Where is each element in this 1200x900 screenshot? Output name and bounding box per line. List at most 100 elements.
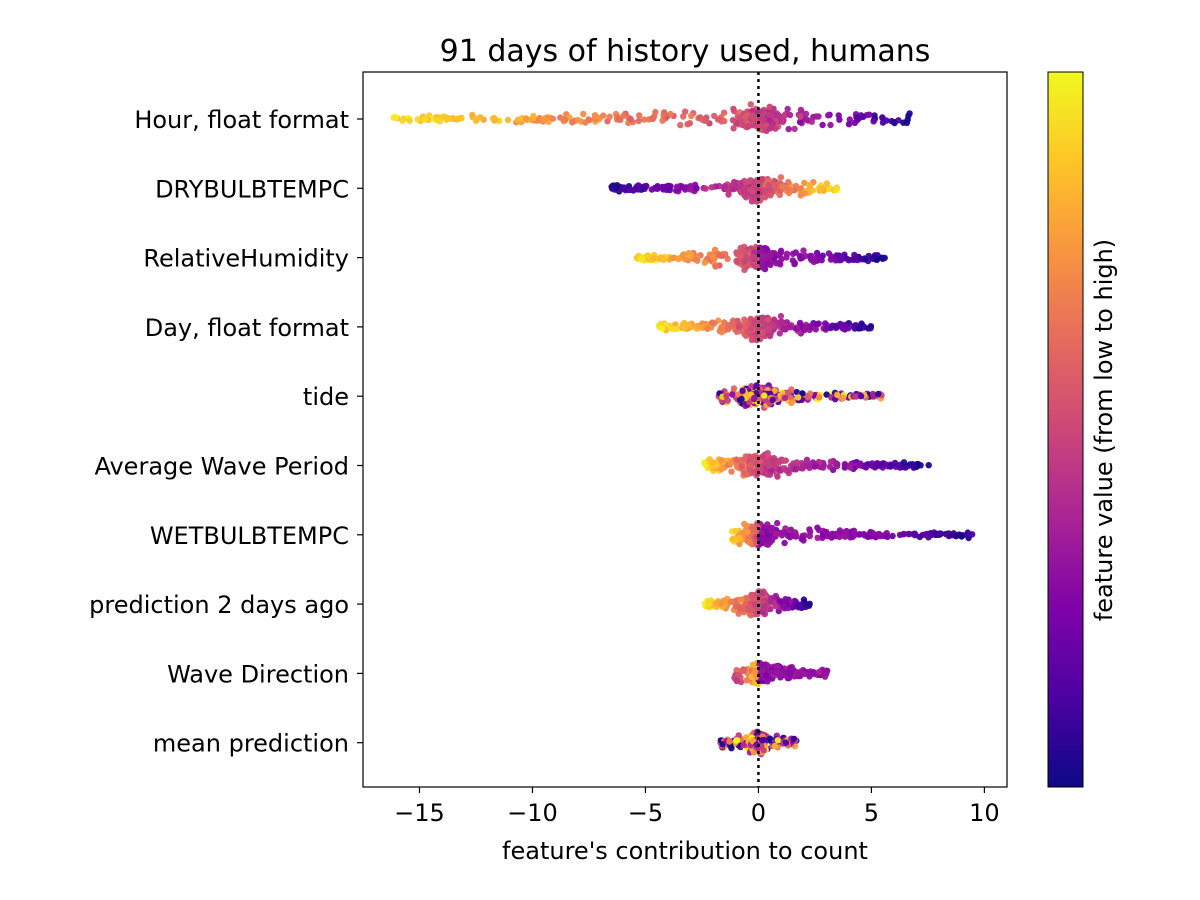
data-point xyxy=(761,392,768,399)
data-point xyxy=(606,113,613,121)
data-point xyxy=(741,469,748,476)
data-point xyxy=(766,125,774,132)
data-point xyxy=(771,742,778,749)
x-axis: −15 −10 −5 0 5 10 xyxy=(394,787,1000,827)
data-point xyxy=(530,112,537,120)
data-point xyxy=(721,183,728,190)
data-point xyxy=(822,529,829,537)
data-point xyxy=(777,598,785,605)
data-point xyxy=(860,113,867,121)
data-point xyxy=(751,668,759,675)
data-point xyxy=(674,325,681,332)
data-point xyxy=(760,747,767,754)
data-point xyxy=(651,185,659,192)
data-point xyxy=(658,325,666,332)
data-point xyxy=(522,115,530,122)
data-point xyxy=(790,735,797,743)
data-point xyxy=(750,114,757,121)
data-point xyxy=(851,529,858,537)
data-point xyxy=(841,533,849,540)
data-point xyxy=(758,247,765,254)
data-point xyxy=(896,464,904,471)
data-point xyxy=(694,257,701,264)
data-point xyxy=(797,106,805,114)
data-point xyxy=(896,531,904,539)
data-point xyxy=(801,179,808,187)
data-point xyxy=(826,463,834,470)
data-point xyxy=(712,263,719,270)
data-point xyxy=(747,101,754,108)
data-point xyxy=(826,185,833,193)
data-point xyxy=(701,459,708,466)
x-tick-label: −15 xyxy=(394,799,445,827)
data-point xyxy=(727,459,734,466)
data-point xyxy=(704,325,711,332)
data-point xyxy=(591,113,599,120)
data-point xyxy=(805,462,812,469)
data-point xyxy=(871,112,878,119)
data-point xyxy=(780,529,787,536)
data-point xyxy=(878,254,886,261)
data-point xyxy=(822,320,829,327)
data-point xyxy=(747,186,754,193)
data-point xyxy=(677,121,684,129)
data-point xyxy=(761,603,768,610)
data-point xyxy=(797,192,804,199)
data-point xyxy=(683,321,691,329)
data-point xyxy=(792,249,799,256)
data-point xyxy=(746,177,753,185)
data-point xyxy=(737,244,744,252)
data-point xyxy=(884,533,891,541)
data-point xyxy=(751,595,758,602)
data-point xyxy=(787,394,794,401)
data-point xyxy=(819,185,826,192)
data-point xyxy=(772,530,780,538)
data-point xyxy=(847,464,854,471)
data-point xyxy=(839,394,846,401)
data-point xyxy=(836,527,844,534)
data-point xyxy=(540,116,547,123)
data-point xyxy=(855,461,863,468)
data-point xyxy=(800,247,807,254)
data-point xyxy=(762,321,769,328)
data-point xyxy=(738,463,745,470)
data-point xyxy=(767,597,774,605)
data-point xyxy=(750,253,757,261)
data-point xyxy=(954,532,961,539)
data-point xyxy=(925,462,932,469)
data-point xyxy=(758,590,766,597)
data-point xyxy=(774,519,781,527)
data-point xyxy=(822,326,830,333)
data-point xyxy=(841,321,849,329)
data-point xyxy=(748,324,755,332)
data-point xyxy=(666,186,673,194)
data-point xyxy=(705,601,712,608)
data-point xyxy=(630,187,637,194)
data-point xyxy=(819,252,826,259)
data-point xyxy=(809,669,816,677)
data-point xyxy=(620,185,628,193)
data-point xyxy=(785,125,792,133)
data-point xyxy=(758,252,765,259)
data-point xyxy=(774,737,782,744)
data-point xyxy=(906,110,913,117)
data-point xyxy=(871,531,878,538)
data-point xyxy=(778,255,785,263)
data-point xyxy=(701,259,708,266)
data-point xyxy=(732,527,739,535)
data-point xyxy=(742,248,749,255)
data-point xyxy=(853,253,860,261)
data-point xyxy=(734,258,741,265)
data-point xyxy=(865,252,872,260)
data-point xyxy=(600,112,607,119)
data-point xyxy=(769,322,776,329)
data-point xyxy=(739,667,746,674)
x-tick-label: −5 xyxy=(628,799,663,827)
data-point xyxy=(758,257,766,264)
data-point xyxy=(875,390,882,398)
data-point xyxy=(845,257,852,264)
data-point xyxy=(670,254,677,262)
data-point xyxy=(928,531,935,539)
data-point xyxy=(788,399,795,407)
data-point xyxy=(781,539,788,547)
